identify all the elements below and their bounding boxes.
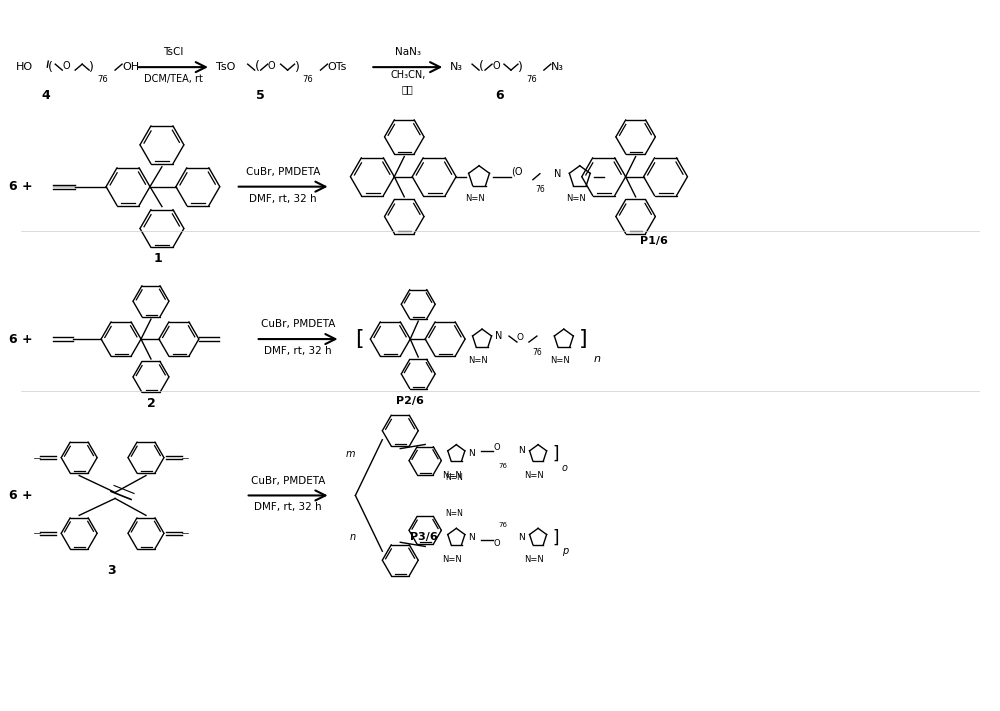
- Text: DCM/TEA, rt: DCM/TEA, rt: [144, 74, 203, 84]
- Text: DMF, rt, 32 h: DMF, rt, 32 h: [254, 503, 322, 513]
- Text: N=N: N=N: [566, 194, 586, 203]
- Text: 1: 1: [154, 252, 162, 265]
- Text: O: O: [493, 539, 500, 547]
- Text: TsCl: TsCl: [163, 47, 184, 57]
- Text: 5: 5: [256, 89, 265, 102]
- Text: N=N: N=N: [524, 471, 544, 480]
- Text: DMF, rt, 32 h: DMF, rt, 32 h: [264, 346, 332, 356]
- Text: N=N: N=N: [468, 356, 488, 365]
- Text: CuBr, PMDETA: CuBr, PMDETA: [246, 166, 320, 177]
- Text: N₃: N₃: [450, 62, 463, 72]
- Text: N: N: [468, 533, 475, 542]
- Text: 4: 4: [42, 89, 51, 102]
- Text: 3: 3: [107, 564, 115, 577]
- Text: OTs: OTs: [327, 62, 347, 72]
- Text: ): ): [89, 60, 94, 74]
- Text: o: o: [562, 463, 568, 473]
- Text: O: O: [517, 333, 524, 341]
- Text: ): ): [295, 60, 299, 74]
- Text: N: N: [468, 449, 475, 458]
- Text: 76: 76: [499, 523, 508, 528]
- Text: 6 +: 6 +: [9, 180, 33, 193]
- Text: N=N: N=N: [465, 194, 485, 203]
- Text: n: n: [349, 533, 355, 542]
- Text: 2: 2: [147, 397, 155, 410]
- Text: 6 +: 6 +: [9, 333, 33, 346]
- Text: N=N: N=N: [442, 555, 462, 564]
- Text: (: (: [255, 60, 260, 73]
- Text: 6 +: 6 +: [9, 489, 33, 502]
- Text: 76: 76: [535, 185, 545, 194]
- Text: 76: 76: [303, 75, 313, 84]
- Text: [: [: [355, 329, 364, 349]
- Text: NaN₃: NaN₃: [395, 47, 421, 57]
- Text: O: O: [492, 61, 500, 71]
- Text: CH₃CN,: CH₃CN,: [390, 70, 425, 80]
- Text: 76: 76: [499, 463, 508, 469]
- Text: N: N: [554, 169, 561, 178]
- Text: N₃: N₃: [551, 62, 564, 72]
- Text: ]: ]: [579, 329, 587, 349]
- Text: p: p: [562, 546, 568, 556]
- Text: (O: (O: [511, 166, 522, 177]
- Text: P1/6: P1/6: [640, 237, 668, 247]
- Text: N=N: N=N: [445, 473, 463, 482]
- Text: m: m: [346, 449, 355, 459]
- Text: HO: HO: [16, 62, 33, 72]
- Text: O: O: [62, 61, 70, 71]
- Text: CuBr, PMDETA: CuBr, PMDETA: [261, 319, 335, 329]
- Text: N=N: N=N: [550, 356, 570, 365]
- Text: TsO: TsO: [216, 62, 235, 72]
- Text: N=N: N=N: [442, 471, 462, 480]
- Text: OH: OH: [122, 62, 139, 72]
- Text: ]: ]: [552, 444, 559, 463]
- Text: 76: 76: [532, 348, 542, 356]
- Text: N=N: N=N: [524, 555, 544, 564]
- Text: DMF, rt, 32 h: DMF, rt, 32 h: [249, 193, 317, 203]
- Text: O: O: [493, 443, 500, 452]
- Text: 76: 76: [526, 75, 537, 84]
- Text: 76: 76: [97, 75, 108, 84]
- Text: ): ): [518, 60, 523, 74]
- Text: P3/6: P3/6: [410, 533, 438, 542]
- Text: CuBr, PMDETA: CuBr, PMDETA: [251, 476, 325, 486]
- Text: N: N: [518, 446, 525, 455]
- Text: ]: ]: [552, 528, 559, 546]
- Text: O: O: [268, 61, 275, 71]
- Text: N=N: N=N: [445, 509, 463, 518]
- Text: N: N: [495, 331, 502, 341]
- Text: (: (: [48, 60, 53, 74]
- Text: 6: 6: [496, 89, 504, 102]
- Text: (: (: [479, 60, 484, 73]
- Text: 回流: 回流: [402, 84, 414, 94]
- Text: n: n: [594, 354, 601, 364]
- Text: P2/6: P2/6: [396, 396, 424, 406]
- Text: N: N: [518, 533, 525, 542]
